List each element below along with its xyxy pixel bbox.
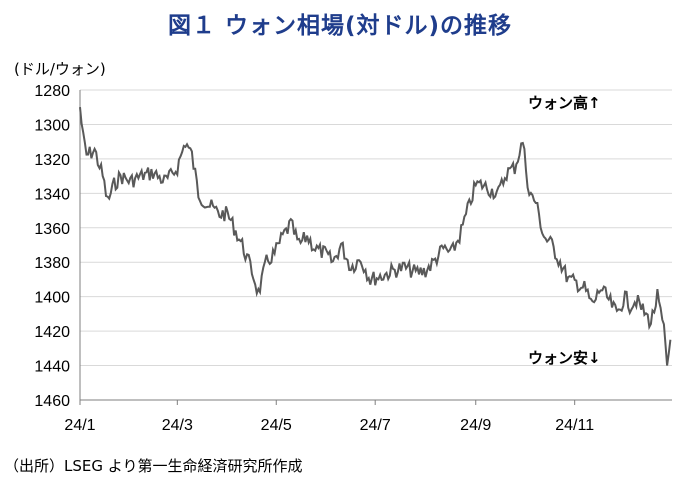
gridlines: [79, 89, 672, 405]
y-axis-unit-label: (ドル/ウォン): [14, 60, 106, 78]
x-tick-label: 24/9: [460, 417, 491, 434]
chart-title: 図１ ウォン相場(対ドル)の推移: [167, 13, 513, 39]
annotation-won-strong: ウォン高↑: [528, 94, 601, 112]
y-tick-label: 1400: [34, 290, 70, 307]
y-tick-label: 1360: [34, 221, 70, 238]
x-tick-label: 24/3: [162, 417, 193, 434]
x-tick-label: 24/11: [555, 417, 594, 434]
x-tick-label: 24/1: [64, 417, 95, 434]
annotation-won-weak: ウォン安↓: [528, 349, 601, 367]
y-tick-label: 1340: [34, 186, 70, 203]
y-tick-labels: 1280 1300 1320 1340 1360 1380 1400 1420 1440 1460: [34, 83, 70, 410]
y-tick-label: 1440: [34, 359, 70, 376]
y-tick-label: 1380: [34, 255, 70, 272]
y-tick-label: 1460: [34, 393, 70, 410]
y-tick-label: 1420: [34, 324, 70, 341]
y-tick-label: 1300: [34, 117, 70, 134]
x-tick-label: 24/5: [261, 417, 292, 434]
source-note: （出所）LSEG より第一生命経済研究所作成: [4, 457, 303, 475]
x-tick-labels: 24/1 24/3 24/5 24/7 24/9 24/11: [64, 417, 594, 434]
y-tick-label: 1320: [34, 152, 70, 169]
x-tick-label: 24/7: [360, 417, 391, 434]
series-line: [79, 107, 672, 366]
y-tick-label: 1280: [34, 83, 70, 100]
